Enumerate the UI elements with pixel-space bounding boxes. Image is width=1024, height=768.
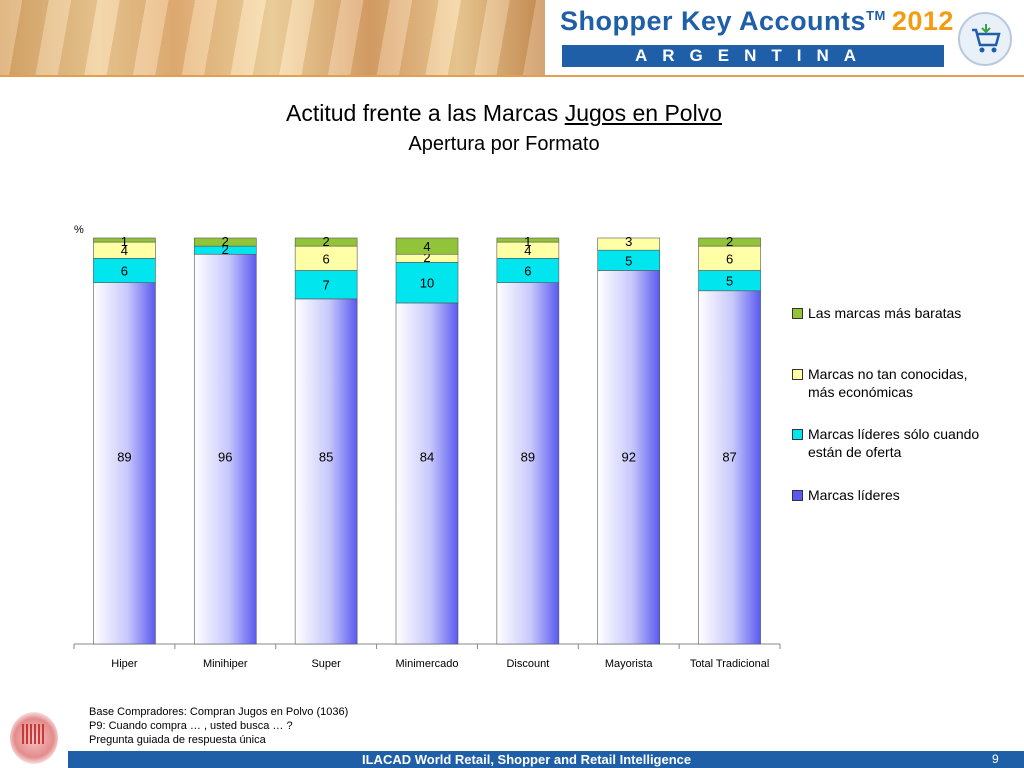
brand-trademark: TM: [866, 8, 886, 23]
data-label-baratas: 2: [726, 234, 733, 249]
legend-item-baratas: Las marcas más baratas: [792, 304, 961, 322]
bar-segment-oferta: [496, 257, 560, 283]
data-label-oferta: 2: [222, 242, 229, 257]
data-label-baratas: 1: [524, 234, 531, 249]
legend-swatch-lideres: [792, 490, 803, 501]
bar-segment-lideres: [496, 282, 560, 645]
y-axis-unit: %: [74, 224, 84, 236]
chart-subtitle: Apertura por Formato: [408, 133, 600, 155]
x-tick-label: Total Tradicional: [690, 658, 770, 670]
data-label-no-conocidas: 6: [323, 251, 330, 266]
bar-segment-lideres: [193, 253, 257, 645]
legend-item-no-conocidas: Marcas no tan conocidas, más económicas: [792, 365, 997, 401]
bar-segment-lideres: [698, 290, 761, 645]
chart-title-prefix: Actitud frente a las Marcas: [286, 100, 559, 126]
data-label-lideres: 85: [319, 449, 333, 464]
country-label: ARGENTINA: [562, 45, 944, 67]
header: Shopper Key AccountsTM 2012 ARGENTINA: [0, 0, 1024, 75]
x-tick-label: Super: [311, 658, 341, 670]
brand-title: Shopper Key AccountsTM 2012: [560, 6, 954, 37]
data-label-no-conocidas: 4: [524, 243, 531, 258]
x-tick-label: Minihiper: [203, 658, 248, 670]
bar-segment-lideres: [597, 270, 661, 645]
x-tick-label: Hiper: [111, 658, 138, 670]
header-photo-banner: [0, 0, 545, 75]
data-label-oferta: 5: [726, 274, 733, 289]
bar-segment-no-conocidas: [597, 237, 661, 251]
bar-segment-no-conocidas: [698, 245, 761, 271]
barcode-logo: [10, 712, 58, 764]
x-tick-label: Minimercado: [396, 658, 459, 670]
data-label-no-conocidas: 3: [625, 234, 632, 249]
data-label-no-conocidas: 2: [423, 250, 430, 265]
bar-segment-oferta: [294, 270, 358, 300]
legend-label-oferta: Marcas líderes sólo cuando están de ofer…: [808, 426, 980, 460]
footer-text: ILACAD World Retail, Shopper and Retail …: [362, 752, 692, 767]
data-label-oferta: 5: [625, 253, 632, 268]
footnote-type: Pregunta guiada de respuesta única: [89, 734, 266, 746]
data-label-baratas: 4: [423, 239, 430, 254]
page-number: 9: [992, 752, 999, 766]
bar-segment-oferta: [93, 257, 156, 283]
legend-item-lideres: Marcas líderes: [792, 486, 900, 504]
bar-segment-no-conocidas: [294, 245, 358, 271]
header-divider: [0, 75, 1024, 77]
data-label-lideres: 89: [521, 449, 535, 464]
bar-segment-lideres: [93, 282, 156, 645]
bar-segment-baratas: [93, 237, 156, 243]
data-label-baratas: 1: [121, 234, 128, 249]
footnote-question: P9: Cuando compra … , usted busca … ?: [89, 720, 293, 732]
data-label-no-conocidas: 4: [121, 243, 128, 258]
data-label-oferta: 6: [524, 263, 531, 278]
bar-segment-lideres: [395, 302, 459, 645]
legend-label-baratas: Las marcas más baratas: [808, 305, 962, 321]
chart-title-product: Jugos en Polvo: [564, 100, 722, 126]
brand-name: Shopper Key Accounts: [560, 6, 867, 36]
bar-segment-lideres: [294, 298, 358, 645]
legend-item-oferta: Marcas líderes sólo cuando están de ofer…: [792, 425, 982, 461]
x-tick-label: Mayorista: [605, 658, 654, 670]
bar-segment-baratas: [193, 237, 257, 247]
data-label-oferta: 6: [121, 263, 128, 278]
data-label-lideres: 96: [218, 449, 232, 464]
bar-segment-baratas: [698, 237, 761, 247]
data-label-baratas: 2: [323, 234, 330, 249]
footer-bar: [68, 751, 1024, 768]
data-label-oferta: 10: [420, 276, 434, 291]
bar-segment-baratas: [395, 237, 459, 255]
stacked-bar-chart: %89641Hiper9622Minihiper85762Super841024…: [73, 224, 781, 670]
brand-year: 2012: [891, 6, 954, 36]
x-tick-label: Discount: [506, 658, 549, 670]
bar-segment-baratas: [496, 237, 560, 243]
legend-swatch-no-conocidas: [792, 369, 803, 380]
legend-label-lideres: Marcas líderes: [808, 487, 900, 503]
data-label-no-conocidas: 6: [726, 251, 733, 266]
data-label-lideres: 87: [722, 449, 736, 464]
data-label-lideres: 89: [117, 449, 131, 464]
data-label-lideres: 92: [621, 449, 635, 464]
chart-title: Actitud frente a las Marcas Jugos en Pol…: [0, 100, 1008, 127]
data-label-lideres: 84: [420, 449, 434, 464]
data-label-oferta: 7: [323, 278, 330, 293]
legend-swatch-baratas: [792, 308, 803, 319]
legend-label-no-conocidas: Marcas no tan conocidas, más económicas: [808, 366, 968, 400]
shopping-cart-icon: [958, 12, 1012, 66]
data-label-baratas: 2: [222, 234, 229, 249]
legend-swatch-oferta: [792, 429, 803, 440]
bar-segment-baratas: [294, 237, 358, 247]
footnote-base: Base Compradores: Compran Jugos en Polvo…: [89, 706, 349, 718]
footnotes: Base Compradores: Compran Jugos en Polvo…: [89, 705, 348, 747]
